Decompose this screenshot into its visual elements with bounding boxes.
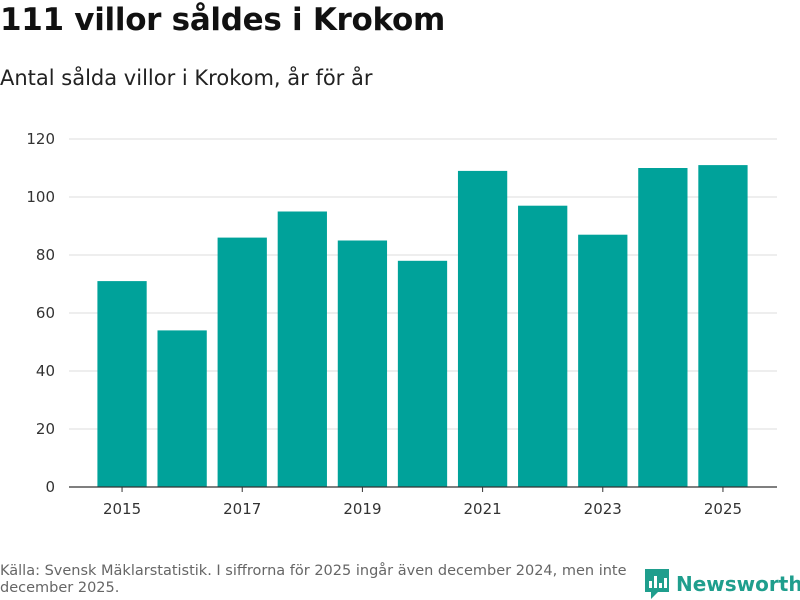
bar-2023: [578, 234, 628, 487]
newsworthy-logo-icon: [645, 569, 669, 599]
bar-2021: [457, 170, 508, 487]
bar-2025: [698, 165, 748, 487]
y-tick-label: 0: [45, 478, 55, 496]
bar-2022: [518, 205, 568, 487]
brand-name: Newsworthy: [676, 572, 800, 596]
bar-2024: [638, 168, 688, 487]
y-tick-label: 60: [36, 304, 55, 322]
x-tick-label: 2019: [343, 500, 381, 518]
bar-2017: [217, 237, 267, 487]
bar-chart: 0 20 40 60 80 100 120 2015 2017 2019 2021 2023 2025: [26, 130, 777, 518]
y-tick-label: 120: [26, 130, 55, 148]
y-tick-label: 80: [36, 246, 55, 264]
x-tick-label: 2015: [103, 500, 141, 518]
chart-subtitle: Antal sålda villor i Krokom, år för år: [0, 66, 373, 90]
bar-2020: [397, 260, 448, 487]
x-tick-label: 2023: [584, 500, 622, 518]
bar-2016: [157, 330, 207, 487]
y-tick-label: 20: [36, 420, 55, 438]
x-tick-label: 2021: [463, 500, 501, 518]
bar-2015: [97, 281, 147, 487]
newsworthy-logo: Newsworthy: [644, 568, 800, 600]
y-tick-label: 100: [26, 188, 55, 206]
x-tick-label: 2017: [223, 500, 261, 518]
bar-2018: [277, 211, 327, 487]
source-note: Källa: Svensk Mäklarstatistik. I siffror…: [0, 563, 627, 596]
chart-title: 111 villor såldes i Krokom: [0, 2, 446, 38]
bar-2019: [337, 240, 388, 487]
x-tick-label: 2025: [704, 500, 742, 518]
y-tick-label: 40: [36, 362, 55, 380]
